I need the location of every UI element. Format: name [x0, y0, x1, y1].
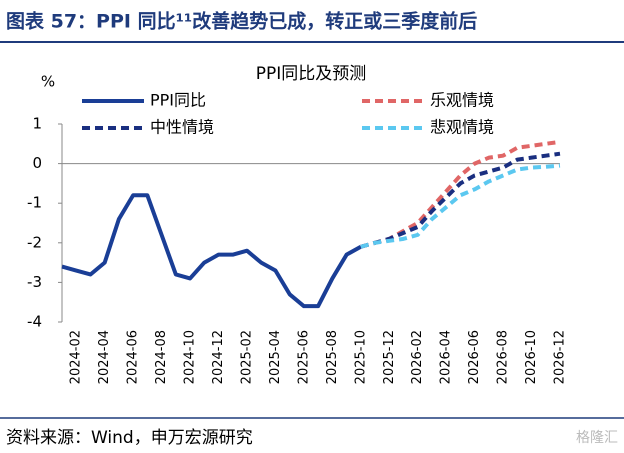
x-tick-label: 2024-08 [154, 330, 169, 384]
x-tick-label: 2025-02 [239, 330, 254, 384]
y-tick-label: 1 [32, 115, 42, 133]
x-tick-label: 2024-02 [69, 330, 84, 384]
x-tick-label: 2026-06 [467, 330, 482, 384]
series-line [360, 163, 561, 249]
footer-source: 资料来源：Wind，申万宏源研究 [6, 428, 253, 448]
legend-label: 乐观情境 [430, 91, 494, 110]
x-tick-label: 2025-06 [296, 330, 311, 384]
y-tick-label: 0 [32, 154, 42, 172]
x-tick-label: 2026-08 [496, 330, 511, 384]
legend-label: 悲观情境 [430, 118, 494, 137]
x-tick-label: 2024-10 [183, 330, 198, 384]
x-tick-label: 2026-10 [524, 330, 539, 384]
y-axis-label: % [41, 73, 55, 91]
y-tick-label: -4 [27, 313, 42, 331]
y-tick-label: -1 [27, 194, 42, 212]
chart-title: PPI同比及预测 [256, 64, 367, 84]
series-line [61, 193, 362, 309]
x-tick-label: 2024-12 [211, 330, 226, 384]
x-tick-label: 2026-02 [410, 330, 425, 384]
series-line [360, 139, 561, 249]
series-line [360, 151, 561, 249]
watermark: 格隆汇 [576, 430, 618, 446]
x-tick-label: 2024-04 [97, 330, 112, 384]
legend-label: 中性情境 [150, 118, 214, 137]
header-title: 图表 57：PPI 同比¹¹改善趋势已成，转正或三季度前后 [6, 10, 477, 33]
x-tick-label: 2026-04 [439, 330, 454, 384]
x-tick-label: 2025-04 [268, 330, 283, 384]
x-tick-label: 2025-08 [325, 330, 340, 384]
y-tick-label: -2 [27, 233, 42, 251]
x-tick-label: 2024-06 [126, 330, 141, 384]
x-tick-label: 2025-10 [353, 330, 368, 384]
legend-label: PPI同比 [150, 91, 206, 110]
y-tick-label: -3 [27, 273, 42, 291]
x-tick-label: 2025-12 [382, 330, 397, 384]
x-tick-label: 2026-12 [553, 330, 568, 384]
